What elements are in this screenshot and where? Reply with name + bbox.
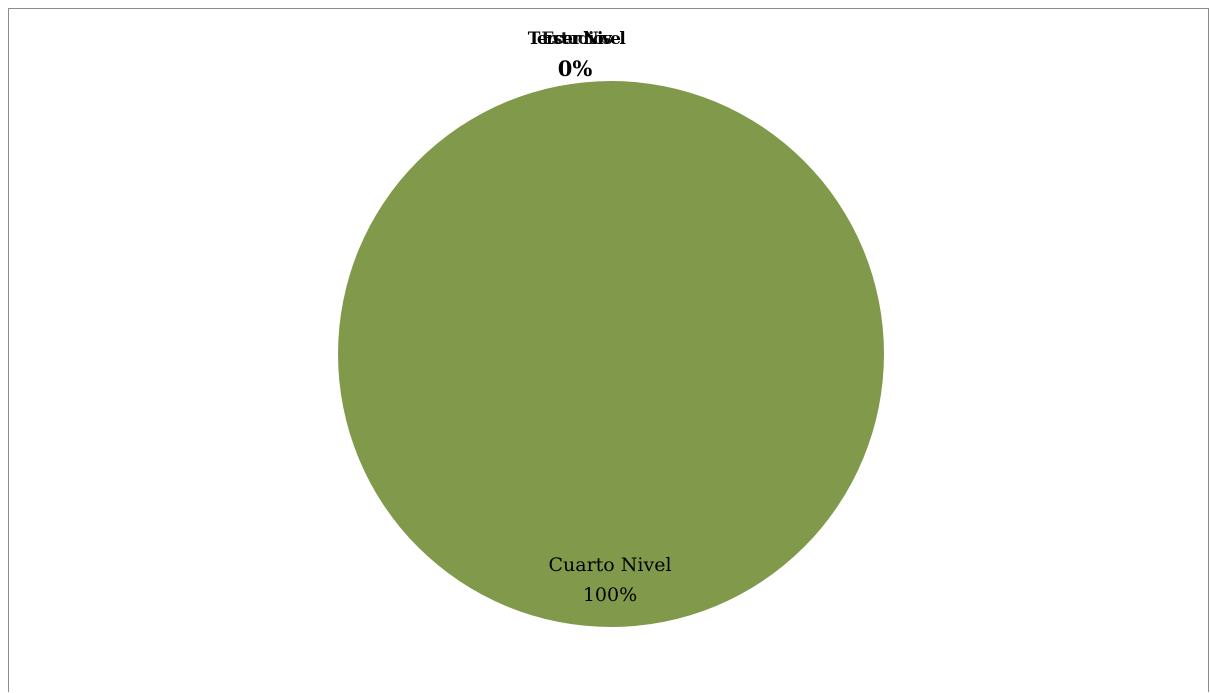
slice-percent-cuarto-nivel: 100% (582, 584, 638, 606)
overlap-label-tercer-nivel: Tercer Nivel Estudios (528, 29, 626, 49)
slice-label-tercer-nivel: Tercer Nivel (527, 29, 626, 49)
slice-label-cuarto-nivel: Cuarto Nivel (548, 554, 672, 576)
overlapping-label-estudios: Estudios (541, 29, 612, 49)
pie-chart (338, 81, 884, 627)
pie-slice-cuarto-nivel (338, 81, 884, 627)
chart-area: Tercer Nivel Estudios 0% Cuarto Nivel 10… (8, 8, 1209, 692)
slice-percent-tercer-nivel: 0% (557, 56, 593, 81)
